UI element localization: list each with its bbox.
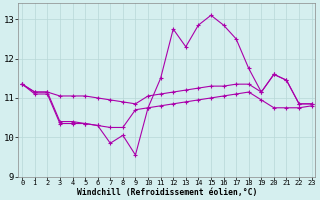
X-axis label: Windchill (Refroidissement éolien,°C): Windchill (Refroidissement éolien,°C): [77, 188, 257, 197]
